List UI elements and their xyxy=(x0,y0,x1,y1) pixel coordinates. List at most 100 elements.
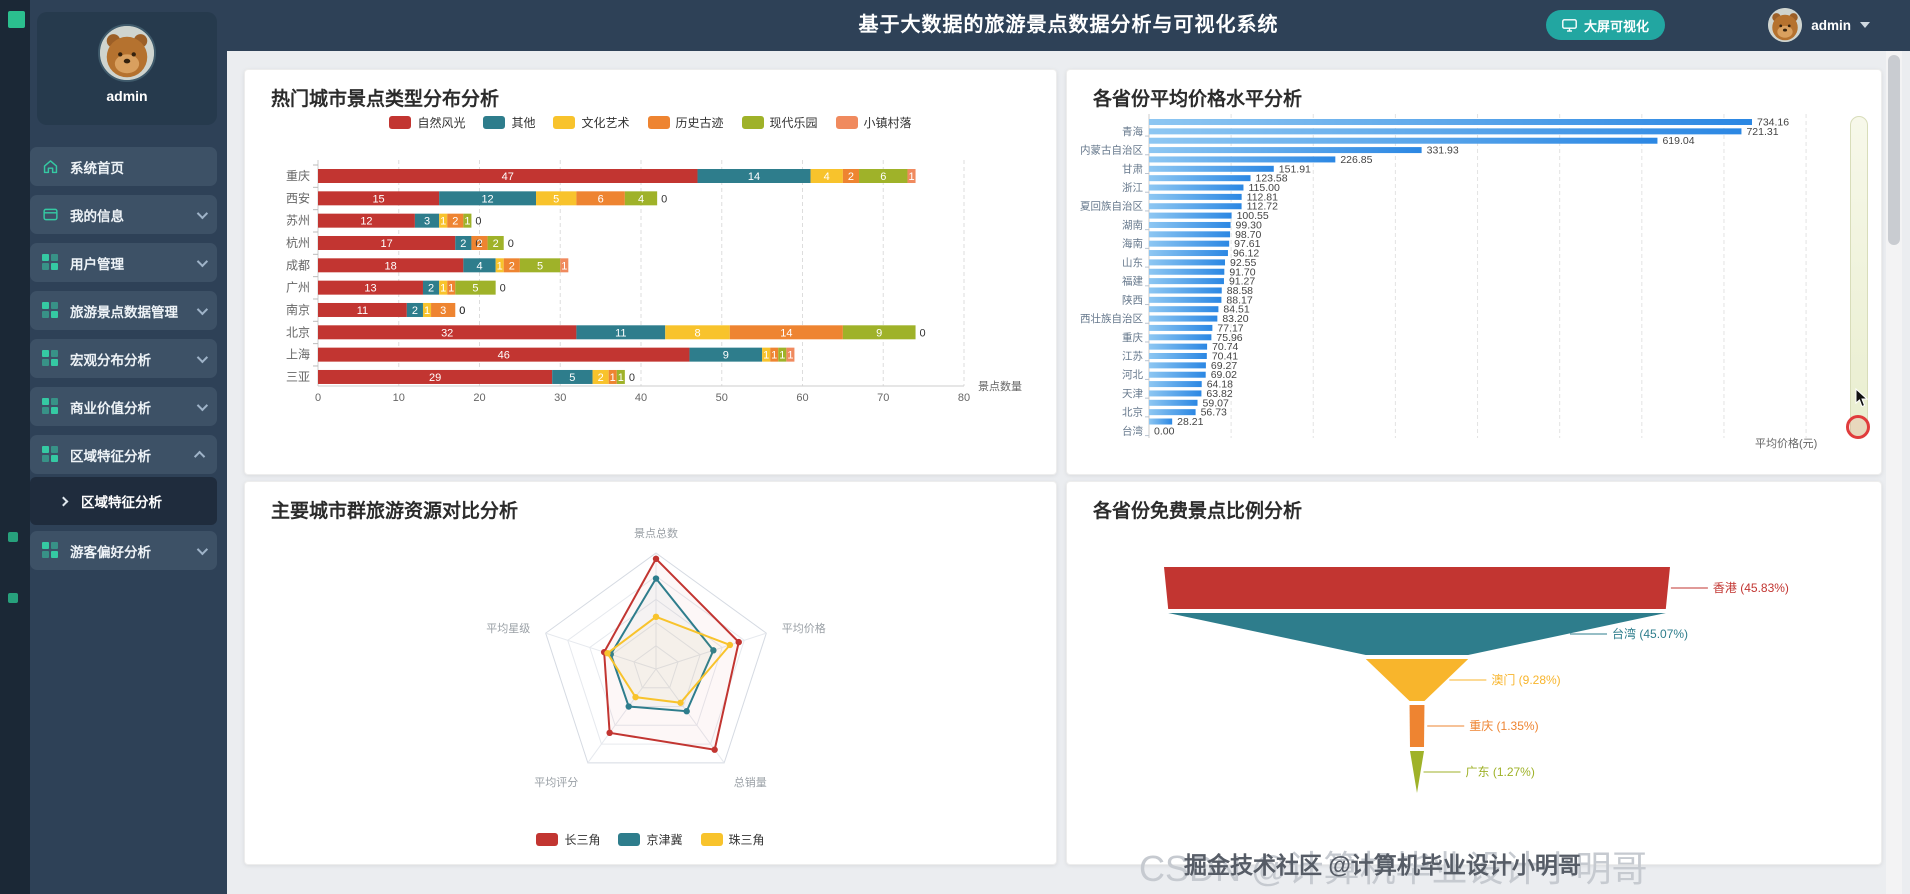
legend-item[interactable]: 文化艺术 xyxy=(553,114,630,131)
legend-item[interactable]: 珠三角 xyxy=(700,831,765,848)
price-bar[interactable] xyxy=(1149,259,1226,266)
bar-segment[interactable] xyxy=(697,169,811,183)
bar-segment[interactable] xyxy=(770,347,779,362)
bar-segment[interactable] xyxy=(414,213,440,228)
price-bar[interactable] xyxy=(1149,278,1224,285)
bar-segment[interactable] xyxy=(519,258,561,273)
bar-segment[interactable] xyxy=(318,347,690,362)
scrollbar-thumb[interactable] xyxy=(1888,55,1900,245)
funnel-slice[interactable] xyxy=(1365,659,1469,701)
bar-segment[interactable] xyxy=(318,169,698,183)
bar-segment[interactable] xyxy=(907,169,916,183)
bar-segment[interactable] xyxy=(439,191,537,206)
bar-segment[interactable] xyxy=(463,258,496,273)
funnel-slice[interactable] xyxy=(1164,567,1670,609)
bar-segment[interactable] xyxy=(318,302,407,317)
bar-segment[interactable] xyxy=(471,235,488,250)
bar-segment[interactable] xyxy=(810,169,843,183)
radar-series[interactable] xyxy=(606,615,732,704)
price-bar[interactable] xyxy=(1149,390,1202,397)
bar-segment[interactable] xyxy=(665,325,730,340)
legend-item[interactable]: 自然风光 xyxy=(389,114,465,131)
bar-segment[interactable] xyxy=(318,325,577,340)
sidebar-item-1[interactable]: 我的信息 xyxy=(30,195,217,234)
price-bar[interactable] xyxy=(1149,184,1244,191)
radar-series[interactable] xyxy=(603,557,740,751)
bar-segment[interactable] xyxy=(495,258,504,273)
bar-segment[interactable] xyxy=(762,347,771,362)
bar-segment[interactable] xyxy=(859,169,908,183)
price-bar[interactable] xyxy=(1149,343,1208,350)
sidebar-item-3[interactable]: 旅游景点数据管理 xyxy=(30,291,217,330)
price-bar[interactable] xyxy=(1149,268,1225,275)
price-bar[interactable] xyxy=(1149,119,1752,125)
bar-segment[interactable] xyxy=(422,280,440,295)
price-bar[interactable] xyxy=(1149,147,1422,154)
sidebar-item-5[interactable]: 商业价值分析 xyxy=(30,387,217,426)
radar-series[interactable] xyxy=(609,576,715,713)
legend-item[interactable]: 历史古迹 xyxy=(647,114,724,131)
price-bar[interactable] xyxy=(1149,381,1202,388)
user-avatar[interactable] xyxy=(98,24,156,82)
bar-segment[interactable] xyxy=(431,302,456,317)
bar-segment[interactable] xyxy=(616,369,625,384)
funnel-chart[interactable]: 香港 (45.83%) 台湾 (45.07%) 澳门 (9.28%) 重庆 (1.35… xyxy=(1067,482,1883,866)
price-bar[interactable] xyxy=(1149,418,1173,425)
bar-segment[interactable] xyxy=(503,258,520,273)
legend-item[interactable]: 京津冀 xyxy=(618,831,683,848)
sidebar-item-7[interactable]: 游客偏好分析 xyxy=(30,531,217,570)
bar-segment[interactable] xyxy=(729,325,843,340)
price-bar[interactable] xyxy=(1149,315,1218,322)
price-bar[interactable] xyxy=(1149,156,1336,163)
bar-segment[interactable] xyxy=(842,325,916,340)
bar-segment[interactable] xyxy=(318,191,440,206)
bar-segment[interactable] xyxy=(406,302,423,317)
price-bar[interactable] xyxy=(1149,175,1251,182)
bar-segment[interactable] xyxy=(318,369,553,384)
bigscreen-button[interactable]: 大屏可视化 xyxy=(1545,10,1665,40)
bar-segment[interactable] xyxy=(463,213,472,228)
bar-segment[interactable] xyxy=(439,213,448,228)
price-bar[interactable] xyxy=(1149,334,1212,341)
price-bar[interactable] xyxy=(1149,306,1219,313)
bar-segment[interactable] xyxy=(552,369,593,384)
bar-segment[interactable] xyxy=(318,280,423,295)
bar-segment[interactable] xyxy=(455,235,472,250)
price-bar[interactable] xyxy=(1149,371,1206,378)
price-bar[interactable] xyxy=(1149,353,1207,359)
price-bar-chart[interactable]: 734.16 青海 721.31 619.04 内蒙古自治区 331.93 226.85 甘肃… xyxy=(1067,70,1883,476)
legend-item[interactable]: 其他 xyxy=(483,114,535,131)
bar-segment[interactable] xyxy=(318,258,464,273)
price-bar[interactable] xyxy=(1149,409,1196,416)
funnel-slice[interactable] xyxy=(1409,751,1425,793)
price-bar[interactable] xyxy=(1149,193,1242,200)
bar-segment[interactable] xyxy=(447,280,456,295)
price-bar[interactable] xyxy=(1149,287,1222,294)
price-bar[interactable] xyxy=(1149,203,1242,210)
price-bar[interactable] xyxy=(1149,231,1231,238)
bar-segment[interactable] xyxy=(576,191,625,206)
bar-segment[interactable] xyxy=(689,347,763,362)
price-bar[interactable] xyxy=(1149,296,1222,303)
bar-segment[interactable] xyxy=(422,302,432,317)
sidebar-subitem-region-analysis[interactable]: 区域特征分析 xyxy=(30,477,217,525)
bar-segment[interactable] xyxy=(624,191,658,206)
price-bar[interactable] xyxy=(1149,212,1232,219)
user-menu[interactable]: admin xyxy=(1768,8,1870,42)
price-bar[interactable] xyxy=(1149,128,1742,135)
sidebar-item-6[interactable]: 区域特征分析 xyxy=(30,435,217,474)
price-bar[interactable] xyxy=(1149,221,1231,228)
price-bar[interactable] xyxy=(1149,362,1206,369)
bar-segment[interactable] xyxy=(318,235,456,250)
price-bar[interactable] xyxy=(1149,399,1198,406)
bar-segment[interactable] xyxy=(318,213,415,228)
bar-segment[interactable] xyxy=(487,235,504,250)
bar-segment[interactable] xyxy=(560,258,569,273)
bar-segment[interactable] xyxy=(786,347,795,362)
bar-segment[interactable] xyxy=(455,280,496,295)
bar-segment[interactable] xyxy=(778,347,787,362)
price-bar[interactable] xyxy=(1149,324,1213,331)
price-bar[interactable] xyxy=(1149,240,1230,247)
